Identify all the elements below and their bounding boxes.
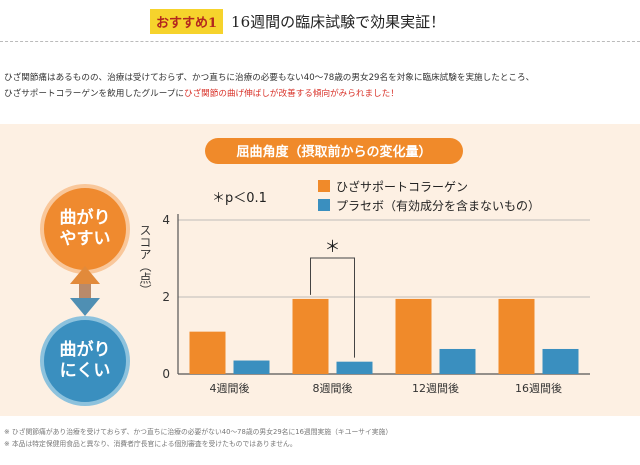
bar-placebo-1 (233, 360, 270, 374)
legend-swatch-collagen (318, 180, 330, 192)
y-tick-label: 2 (162, 290, 170, 304)
bar-placebo-3 (439, 348, 476, 374)
x-tick-label: 12週間後 (412, 381, 459, 395)
recommend-badge: おすすめ1 (150, 8, 224, 34)
y-tick-label: 0 (162, 367, 170, 381)
intro-line-1: ひざ関節痛はあるものの、治療は受けておらず、かつ直ちに治療の必要もない40～78… (4, 73, 535, 83)
plot-area: 0 2 4 4週間後 8週間後 12週間後 16週間後 ＊ (162, 213, 590, 395)
significance-marker: ＊ (324, 237, 340, 256)
easy-bend-circle: 曲がり やすい (40, 184, 130, 274)
intro-line-2: ひざサポートコラーゲンを飲用したグループにひざ関節の曲げ伸ばしが改善する傾向がみ… (4, 86, 636, 102)
intro-line-2-plain: ひざサポートコラーゲンを飲用したグループに (4, 89, 184, 99)
chart-title-pill (205, 138, 463, 164)
bar-collagen-1 (189, 331, 226, 374)
bar-placebo-4 (542, 348, 579, 374)
legend-swatch-placebo (318, 199, 330, 211)
easy-bend-label: 曲がり やすい (59, 208, 111, 249)
chart-title: 屈曲角度（摂取前からの変化量） (236, 144, 431, 160)
footnote-2: ※ 本品は特定保健用食品と異なり、消費者庁長官による個別審査を受けたものではあり… (4, 440, 297, 448)
hard-bend-label: 曲がり にくい (59, 340, 111, 381)
chart-svg: 屈曲角度（摂取前からの変化量） ＊p＜0.1 ひざサポートコラーゲン プラセボ（… (70, 138, 590, 395)
significance-bracket (310, 257, 355, 358)
legend-label-collagen: ひざサポートコラーゲン (336, 179, 468, 194)
header: おすすめ1 16週間の臨床試験で効果実証！ (150, 8, 445, 34)
bar-collagen-2 (292, 298, 329, 374)
page-title: 16週間の臨床試験で効果実証！ (231, 12, 446, 31)
chart-panel: 曲がり やすい 屈曲角度（摂取前からの変化量） ＊p＜0.1 ひざサポートコラー… (0, 124, 640, 416)
bar-collagen-3 (395, 298, 432, 374)
x-tick-label: 16週間後 (515, 381, 562, 395)
x-tick-label: 8週間後 (313, 381, 353, 395)
intro-line-2-highlight: ひざ関節の曲げ伸ばしが改善する傾向がみられました！ (183, 89, 399, 99)
footnote-1: ※ ひざ関節痛があり治療を受けておらず、かつ直ちに治療の必要がない40～78歳の… (4, 428, 393, 436)
arrow-up-down-icon (70, 266, 100, 316)
y-tick-label: 4 (162, 213, 170, 227)
bar-placebo-2 (336, 361, 373, 374)
bar-collagen-4 (498, 298, 535, 374)
legend-label-placebo: プラセボ（有効成分を含まないもの） (336, 198, 540, 213)
intro-text: ひざ関節痛はあるものの、治療は受けておらず、かつ直ちに治療の必要もない40～78… (4, 70, 636, 102)
significance-note: ＊p＜0.1 (212, 191, 267, 206)
x-tick-label: 4週間後 (210, 381, 250, 395)
hard-bend-circle: 曲がり にくい (40, 316, 130, 406)
divider (0, 41, 640, 42)
y-axis-label: スコア（点） (138, 224, 152, 296)
